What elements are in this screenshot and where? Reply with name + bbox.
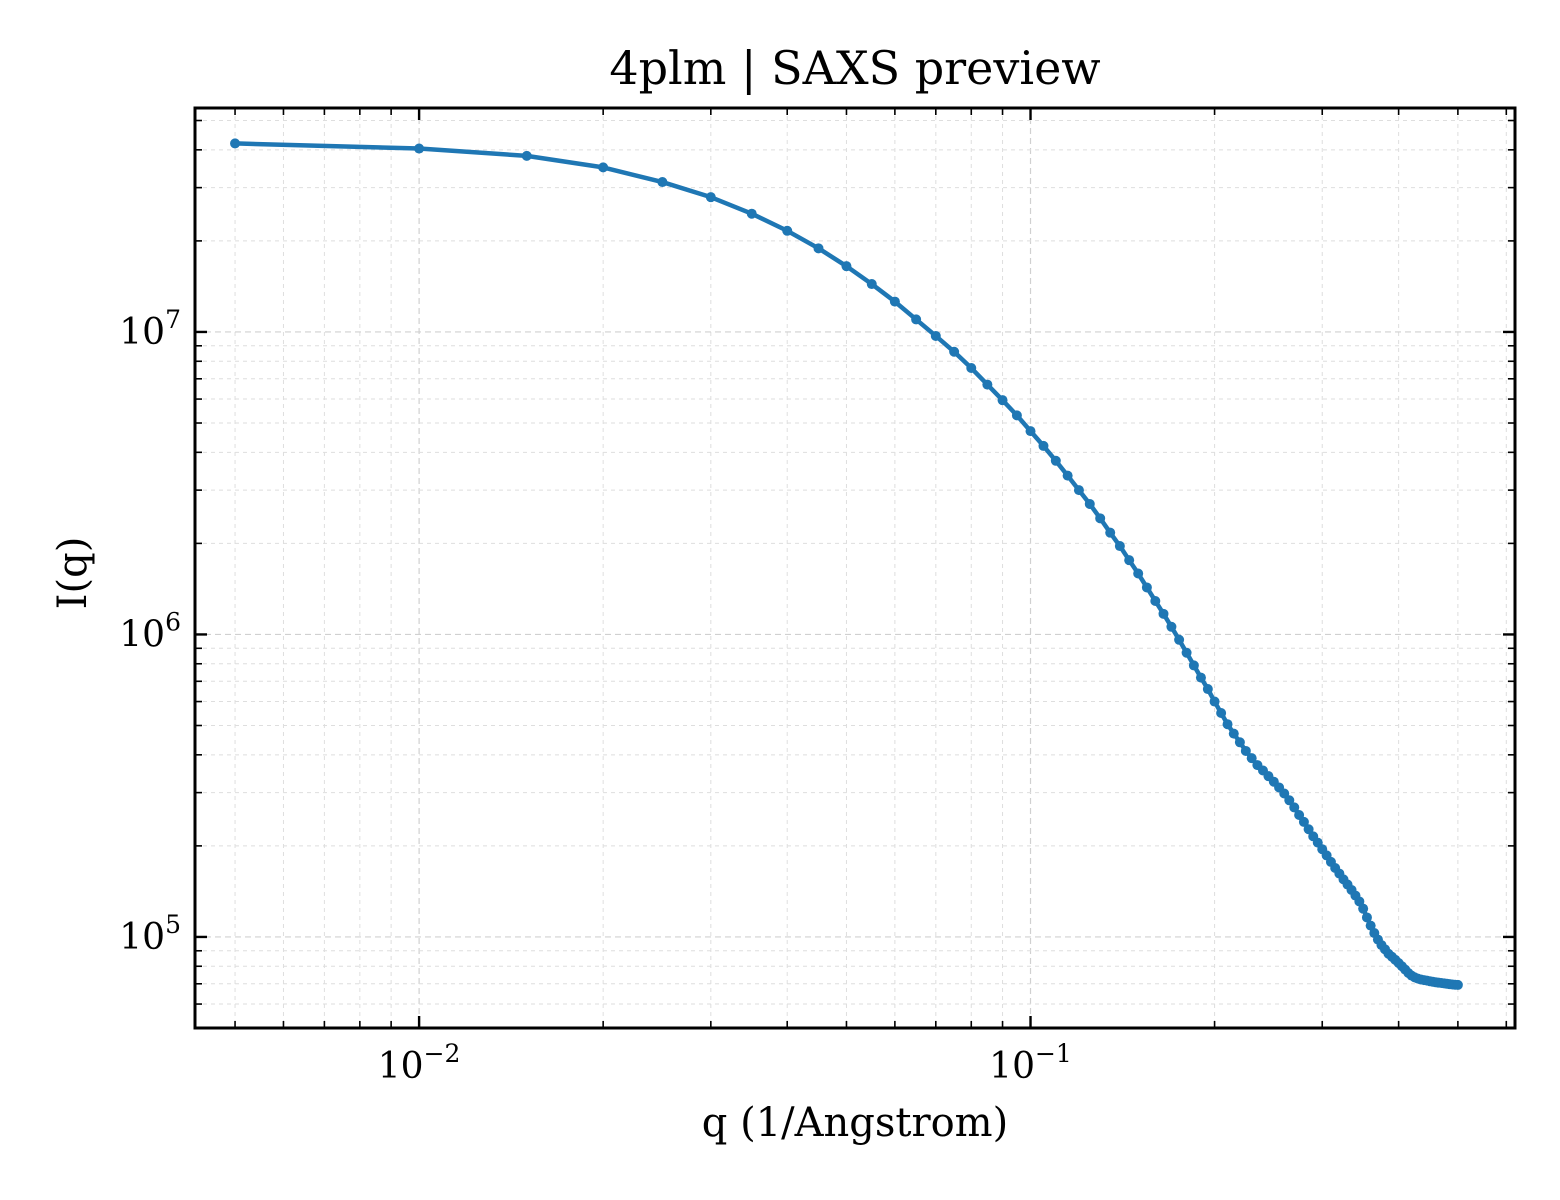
data-point <box>1025 426 1036 437</box>
data-point <box>1216 707 1227 718</box>
ticks <box>195 108 1515 1029</box>
data-point <box>1240 745 1251 756</box>
series-layer <box>230 138 1463 990</box>
data-point <box>1124 555 1135 566</box>
data-point <box>1298 816 1309 827</box>
data-point <box>1150 595 1161 606</box>
data-point <box>1038 440 1049 451</box>
data-point <box>813 243 824 254</box>
data-point <box>1095 513 1106 524</box>
x-axis-label: q (1/Angstrom) <box>702 1100 1008 1146</box>
data-point <box>705 192 716 203</box>
data-point <box>230 138 241 149</box>
data-point <box>1084 498 1095 509</box>
data-point <box>598 162 609 173</box>
data-point <box>1195 672 1206 683</box>
y-axis-label: I(q) <box>50 537 96 610</box>
data-point <box>1284 795 1295 806</box>
data-point <box>1202 684 1213 695</box>
chart-title: 4plm | SAXS preview <box>609 41 1100 95</box>
data-point <box>930 330 941 341</box>
data-point <box>1166 621 1177 632</box>
data-point <box>1174 634 1185 645</box>
x-tick-label: 10−2 <box>378 1039 461 1087</box>
y-tick-label: 105 <box>119 910 181 958</box>
data-point <box>1234 737 1245 748</box>
data-point <box>1114 541 1125 552</box>
data-point <box>1365 920 1376 931</box>
data-point <box>414 143 425 154</box>
data-point <box>782 225 793 236</box>
data-point <box>1158 608 1169 619</box>
data-point <box>1073 485 1084 496</box>
data-point <box>1228 728 1239 739</box>
data-point <box>866 279 877 290</box>
data-point <box>1361 912 1372 923</box>
data-point <box>1289 802 1300 813</box>
y-tick-label: 107 <box>119 305 181 353</box>
x-tick-label: 10−1 <box>989 1039 1072 1087</box>
data-point <box>1141 582 1152 593</box>
data-point <box>521 150 532 161</box>
data-point <box>841 261 852 272</box>
data-point <box>997 395 1008 406</box>
data-point <box>1050 455 1061 466</box>
data-point <box>1133 568 1144 579</box>
data-point <box>1011 410 1022 421</box>
data-point <box>966 363 977 374</box>
data-point <box>1303 824 1314 835</box>
y-tick-label: 106 <box>119 607 181 655</box>
data-point <box>1181 647 1192 658</box>
data-point <box>1222 719 1233 730</box>
tick-labels: 10−2 10−1 105 106 107 <box>119 305 1072 1087</box>
data-point <box>1105 527 1116 538</box>
data-point <box>1452 979 1463 990</box>
data-point <box>1209 696 1220 707</box>
data-point <box>1246 753 1257 764</box>
data-point <box>1358 903 1369 914</box>
data-point <box>746 208 757 219</box>
data-point <box>889 296 900 307</box>
data-point <box>1062 470 1073 481</box>
grid <box>195 108 1515 1029</box>
data-point <box>949 346 960 357</box>
data-point <box>657 177 668 188</box>
data-point <box>982 379 993 390</box>
data-point <box>911 314 922 325</box>
plot-frame <box>193 106 1517 1030</box>
data-point <box>1188 660 1199 671</box>
